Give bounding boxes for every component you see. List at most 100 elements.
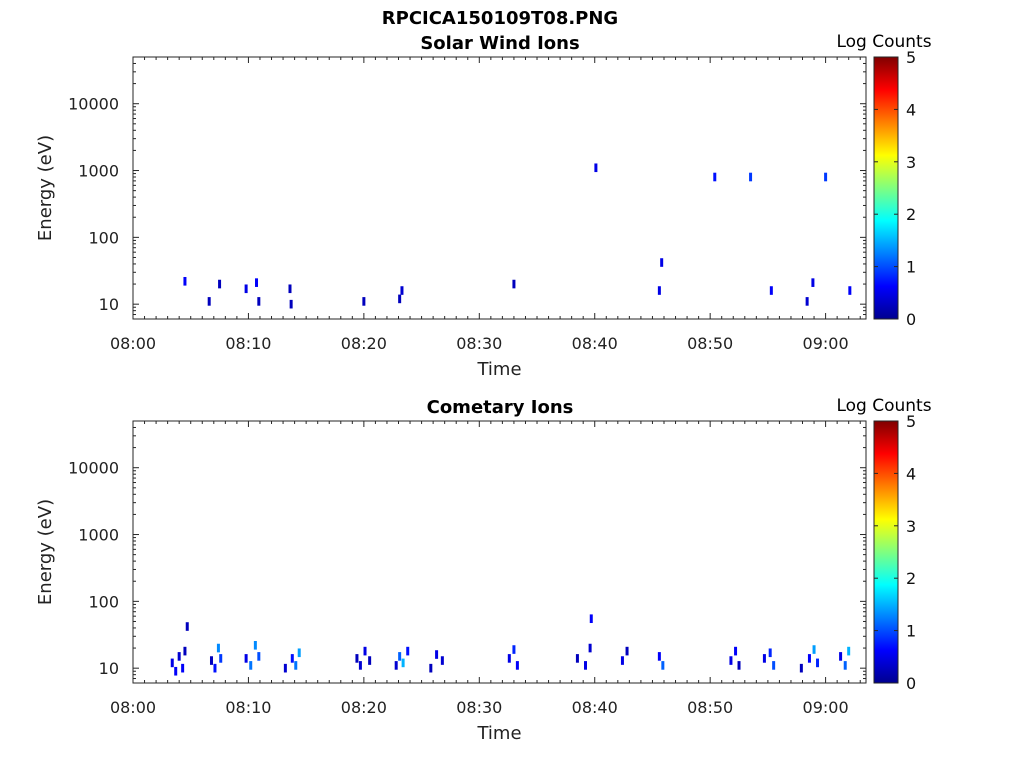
- colorbar-frame: [873, 56, 899, 320]
- data-cell: [218, 279, 222, 289]
- data-cell: [355, 654, 359, 663]
- data-cell: [398, 652, 402, 661]
- data-cell: [847, 646, 851, 656]
- data-cell: [512, 645, 516, 654]
- data-cell: [213, 663, 217, 673]
- x-tick-label: 08:30: [456, 698, 502, 717]
- data-cell: [297, 648, 301, 658]
- x-axis: 08:00 08:10 08:20 08:30 08:40 08:50 09:00 Time: [110, 57, 861, 380]
- data-cell: [625, 646, 629, 656]
- data-cell: [174, 666, 178, 676]
- data-cell: [363, 646, 367, 656]
- y-tick-label: 10: [99, 295, 119, 314]
- data-cell: [807, 654, 811, 663]
- data-cell: [257, 652, 261, 661]
- colorbar-tick-label: 2: [906, 569, 916, 588]
- data-cell: [749, 172, 753, 182]
- data-cell: [620, 656, 624, 665]
- colorbar-gradient: [874, 57, 898, 319]
- data-cell: [816, 658, 820, 668]
- data-cell: [811, 278, 815, 287]
- colorbar-tick-label: 1: [906, 258, 916, 277]
- data-cell: [769, 286, 773, 295]
- data-cell: [406, 646, 410, 656]
- x-tick-label: 08:40: [572, 334, 618, 353]
- y-axis: 10 100 1000 10000 Energy (eV): [35, 420, 866, 684]
- data-cell: [588, 643, 592, 653]
- data-cell: [257, 297, 261, 306]
- data-cell: [594, 163, 598, 173]
- data-cell: [799, 663, 803, 673]
- x-tick-label: 08:30: [456, 334, 502, 353]
- colorbar-frame: [873, 420, 899, 684]
- data-cell: [255, 278, 259, 287]
- data-cell: [181, 663, 185, 673]
- plot-area: [133, 421, 866, 683]
- colorbar-label: Log Counts: [836, 396, 931, 416]
- x-tick-label: 08:00: [110, 334, 156, 353]
- panel-title: Solar Wind Ions: [420, 33, 579, 54]
- data-cell: [368, 656, 372, 665]
- x-axis-label: Time: [476, 359, 521, 380]
- data-cell: [839, 652, 843, 661]
- data-cell: [244, 284, 248, 294]
- data-cell: [512, 279, 516, 289]
- data-cell: [183, 276, 187, 286]
- x-tick-label: 08:10: [225, 698, 271, 717]
- colorbar-gradient: [874, 421, 898, 683]
- spectrogram-cells: [170, 614, 851, 676]
- data-cell: [575, 654, 579, 663]
- data-cell: [170, 658, 174, 668]
- data-cell: [660, 258, 664, 267]
- data-cell: [515, 661, 519, 670]
- data-cell: [435, 650, 439, 659]
- data-cell: [768, 648, 772, 658]
- colorbar-tick-label: 1: [906, 622, 916, 641]
- y-tick-label: 10000: [68, 95, 119, 114]
- panel-cometary-ions: 08:00 08:10 08:20 08:30 08:40 08:50 09:00 Time 1…: [35, 396, 932, 744]
- colorbar-tick-label: 5: [906, 412, 916, 431]
- colorbar-tick-label: 2: [906, 205, 916, 224]
- y-axis: 10 100 1000 10000 Energy (eV): [35, 56, 866, 320]
- data-cell: [734, 646, 738, 656]
- y-tick-label: 100: [88, 592, 119, 611]
- colorbar-tick-label: 0: [906, 310, 916, 329]
- plot-frame: [132, 420, 867, 684]
- y-tick-label: 100: [88, 228, 119, 247]
- data-cell: [362, 297, 366, 306]
- x-tick-label: 09:00: [803, 698, 849, 717]
- data-cell: [185, 622, 189, 631]
- panel-solar-wind-ions: 08:00 08:10 08:20 08:30 08:40 08:50 09:00 Time 1…: [35, 32, 932, 380]
- data-cell: [288, 284, 292, 294]
- x-tick-label: 08:50: [687, 334, 733, 353]
- data-cell: [400, 286, 404, 295]
- data-cell: [762, 654, 766, 663]
- data-cell: [398, 294, 402, 304]
- colorbar-tick-label: 3: [906, 517, 916, 536]
- y-tick-label: 10: [99, 659, 119, 678]
- data-cell: [219, 654, 223, 663]
- data-cell: [283, 663, 287, 673]
- data-cell: [713, 172, 717, 182]
- x-axis-label: Time: [476, 723, 521, 744]
- y-tick-label: 1000: [78, 526, 119, 545]
- data-cell: [244, 654, 248, 663]
- data-cell: [294, 661, 298, 670]
- x-tick-label: 08:20: [341, 698, 387, 717]
- data-cell: [177, 652, 181, 661]
- data-cell: [207, 297, 211, 306]
- y-axis-label: Energy (eV): [35, 499, 56, 605]
- data-cell: [429, 663, 433, 673]
- y-tick-label: 10000: [68, 459, 119, 478]
- x-tick-label: 08:20: [341, 334, 387, 353]
- data-cell: [843, 661, 847, 670]
- data-cell: [737, 661, 741, 670]
- data-cell: [507, 654, 511, 663]
- data-cell: [584, 661, 587, 670]
- y-tick-label: 1000: [78, 162, 119, 181]
- data-cell: [249, 661, 253, 670]
- x-axis: 08:00 08:10 08:20 08:30 08:40 08:50 09:00 Time: [110, 421, 861, 744]
- y-axis-label: Energy (eV): [35, 135, 56, 241]
